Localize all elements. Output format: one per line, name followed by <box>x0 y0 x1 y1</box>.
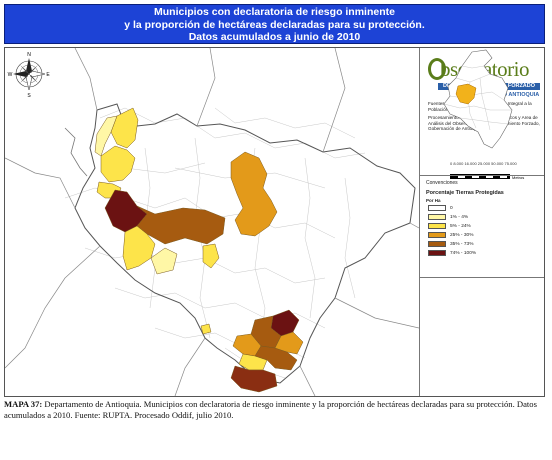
legend-subtitle: Porcentaje Tierras Protegidas <box>426 190 504 196</box>
legend-label: 1% - 4% <box>450 214 469 220</box>
region-uraba-pale <box>94 115 118 157</box>
map-frame: N S E W bservatorio DEL DESPLAZAMIENTO F… <box>4 47 545 397</box>
compass-e-label: E <box>46 72 50 78</box>
legend-swatch <box>428 241 446 247</box>
scale-bar: 0 8.000 16.000 25.000 50.000 75.000 Metr… <box>450 161 540 184</box>
legend-swatch <box>428 214 446 220</box>
legend-unit: Por Ha <box>426 198 441 203</box>
legend-label: 25% - 30% <box>450 232 474 238</box>
map-caption: MAPA 37: Departamento de Antioquia. Muni… <box>4 399 550 420</box>
compass-s-label: S <box>27 93 31 99</box>
region-west-yellow-b <box>150 247 178 275</box>
legend-rows: 0 1% - 4% 5% - 24% 25% - 30% 35% - 73% 74% - … <box>426 204 540 257</box>
legend-label: 5% - 24% <box>450 223 471 229</box>
legend-swatch <box>428 223 446 229</box>
legend-item: 5% - 24% <box>426 222 540 230</box>
legend-label: 74% - 100% <box>450 250 477 256</box>
legend-item: 0 <box>426 204 540 212</box>
scale-bar-graphic <box>450 174 510 179</box>
region-northeast-orange <box>230 151 278 237</box>
title-line-1: Municipios con declaratoria de riesgo in… <box>154 6 395 18</box>
compass-n-label: N <box>27 52 31 58</box>
logo-subtitle: CDAIPD ANTIOQUIA <box>486 92 540 98</box>
scale-ticks: 0 8.000 16.000 25.000 50.000 75.000 <box>450 161 517 166</box>
divider <box>420 277 544 278</box>
neighbor-boundaries <box>5 48 419 396</box>
uraba-coast <box>64 127 88 177</box>
municipality-polygons <box>94 107 304 393</box>
municipal-boundaries <box>64 107 366 379</box>
legend-swatch <box>428 232 446 238</box>
legend-label: 35% - 73% <box>450 241 474 247</box>
caption-label: MAPA 37: <box>4 399 43 409</box>
map-title-banner: Municipios con declaratoria de riesgo in… <box>4 4 545 44</box>
antioquia-highlight <box>455 83 477 105</box>
caption-text: Departamento de Antioquia. Municipios co… <box>4 399 537 420</box>
region-west-yellow-c <box>202 243 220 269</box>
logo-o-icon <box>428 58 446 80</box>
region-uraba-mid <box>100 145 136 183</box>
legend-swatch <box>428 250 446 256</box>
legend-item: 1% - 4% <box>426 213 540 221</box>
region-uraba-north <box>110 107 139 149</box>
legend: Convenciones Porcentaje Tierras Protegid… <box>426 180 540 257</box>
title-line-3: Datos acumulados a junio de 2010 <box>188 31 361 43</box>
department-outline <box>74 103 416 384</box>
legend-item: 25% - 30% <box>426 231 540 239</box>
colombia-outline <box>443 49 513 149</box>
region-center-small <box>200 323 212 335</box>
main-map: N S E W <box>5 48 419 396</box>
compass-w-label: W <box>8 72 13 78</box>
legend-swatch <box>428 205 446 211</box>
side-panel: bservatorio DEL DESPLAZAMIENTO FORZADO C… <box>419 48 544 396</box>
legend-title: Convenciones <box>426 180 458 186</box>
legend-label: 0 <box>450 205 453 211</box>
divider <box>420 175 544 176</box>
legend-item: 74% - 100% <box>426 249 540 257</box>
colombia-inset-map <box>443 49 513 149</box>
scale-unit: Metros <box>512 175 525 180</box>
title-line-2: y la proporción de hectáreas declaradas … <box>124 18 425 31</box>
region-east-darkred <box>230 365 278 393</box>
compass-rose: N S E W <box>8 52 51 99</box>
legend-item: 35% - 73% <box>426 240 540 248</box>
region-east-orange-b <box>274 331 304 355</box>
